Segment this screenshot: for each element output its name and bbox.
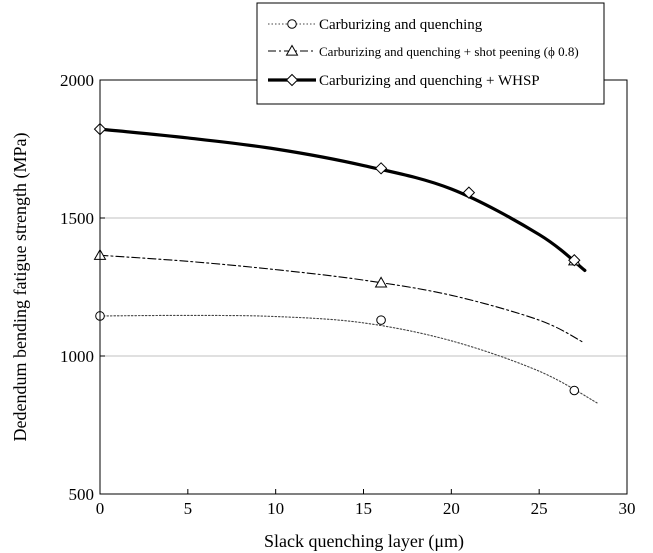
series-line-1 bbox=[99, 314, 598, 404]
x-tick-label: 20 bbox=[443, 499, 460, 518]
x-tick-label: 25 bbox=[531, 499, 548, 518]
data-point-diamond bbox=[568, 254, 581, 267]
y-axis-title: Dedendum bending fatigue strength (MPa) bbox=[10, 133, 31, 442]
x-tick-label: 5 bbox=[184, 499, 193, 518]
data-point-circle bbox=[569, 385, 580, 396]
y-tick-label: 500 bbox=[69, 485, 95, 504]
legend-marker-diamond bbox=[285, 73, 299, 87]
legend-label-3: Carburizing and quenching + WHSP bbox=[319, 73, 540, 89]
data-point-triangle bbox=[374, 276, 388, 288]
x-tick-label: 30 bbox=[619, 499, 636, 518]
y-ticks: 500 1000 1500 2000 bbox=[60, 71, 105, 504]
legend-marker-triangle bbox=[285, 44, 299, 56]
data-point-circle bbox=[376, 315, 386, 325]
y-tick-label: 1000 bbox=[60, 347, 94, 366]
legend-marker-circle bbox=[287, 19, 297, 29]
x-ticks: 0 5 10 15 20 25 30 bbox=[96, 489, 636, 518]
legend-box bbox=[256, 2, 605, 105]
x-tick-label: 0 bbox=[96, 499, 105, 518]
series-line-2 bbox=[99, 254, 584, 343]
series-line-3 bbox=[98, 127, 587, 273]
gridlines bbox=[100, 217, 627, 357]
x-axis-title: Slack quenching layer (μm) bbox=[264, 531, 464, 552]
series-markers bbox=[93, 122, 581, 396]
x-tick-label: 10 bbox=[267, 499, 284, 518]
plot-area-border bbox=[99, 79, 628, 495]
y-tick-label: 2000 bbox=[60, 71, 94, 90]
legend-label-1: Carburizing and quenching bbox=[319, 17, 483, 33]
data-point-diamond bbox=[374, 162, 388, 175]
x-tick-label: 15 bbox=[355, 499, 372, 518]
series-curves bbox=[98, 127, 598, 404]
y-tick-label: 1500 bbox=[60, 209, 94, 228]
legend: Carburizing and quenching Carburizing and… bbox=[256, 2, 605, 105]
data-point-diamond bbox=[462, 186, 476, 199]
legend-label-2: Carburizing and quenching + shot peening… bbox=[319, 44, 579, 59]
